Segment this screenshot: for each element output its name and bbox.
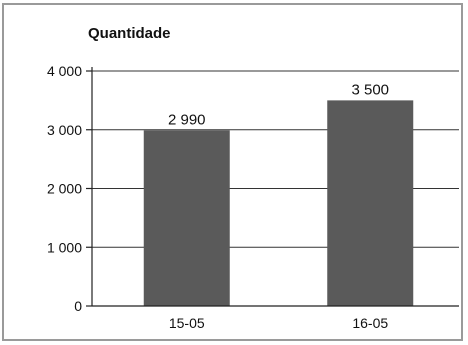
y-tick-label: 2 000 xyxy=(47,181,82,197)
x-tick-label: 16-05 xyxy=(352,315,388,331)
bar-value-label: 3 500 xyxy=(351,81,389,98)
x-tick-label: 15-05 xyxy=(169,315,205,331)
bar xyxy=(143,130,230,306)
bars xyxy=(143,100,414,306)
y-tick-label: 4 000 xyxy=(47,63,82,79)
labels: 0 1 000 2 000 3 000 4 000 2 990 15-05 3 500 16-0… xyxy=(47,63,389,331)
axes xyxy=(86,67,459,307)
y-tick-label: 3 000 xyxy=(47,122,82,138)
y-tick-label: 1 000 xyxy=(47,239,82,255)
y-axis-title: Quantidade xyxy=(88,25,171,42)
bar-value-label: 2 990 xyxy=(168,111,206,128)
y-tick-label: 0 xyxy=(74,298,82,314)
bar xyxy=(327,100,414,306)
